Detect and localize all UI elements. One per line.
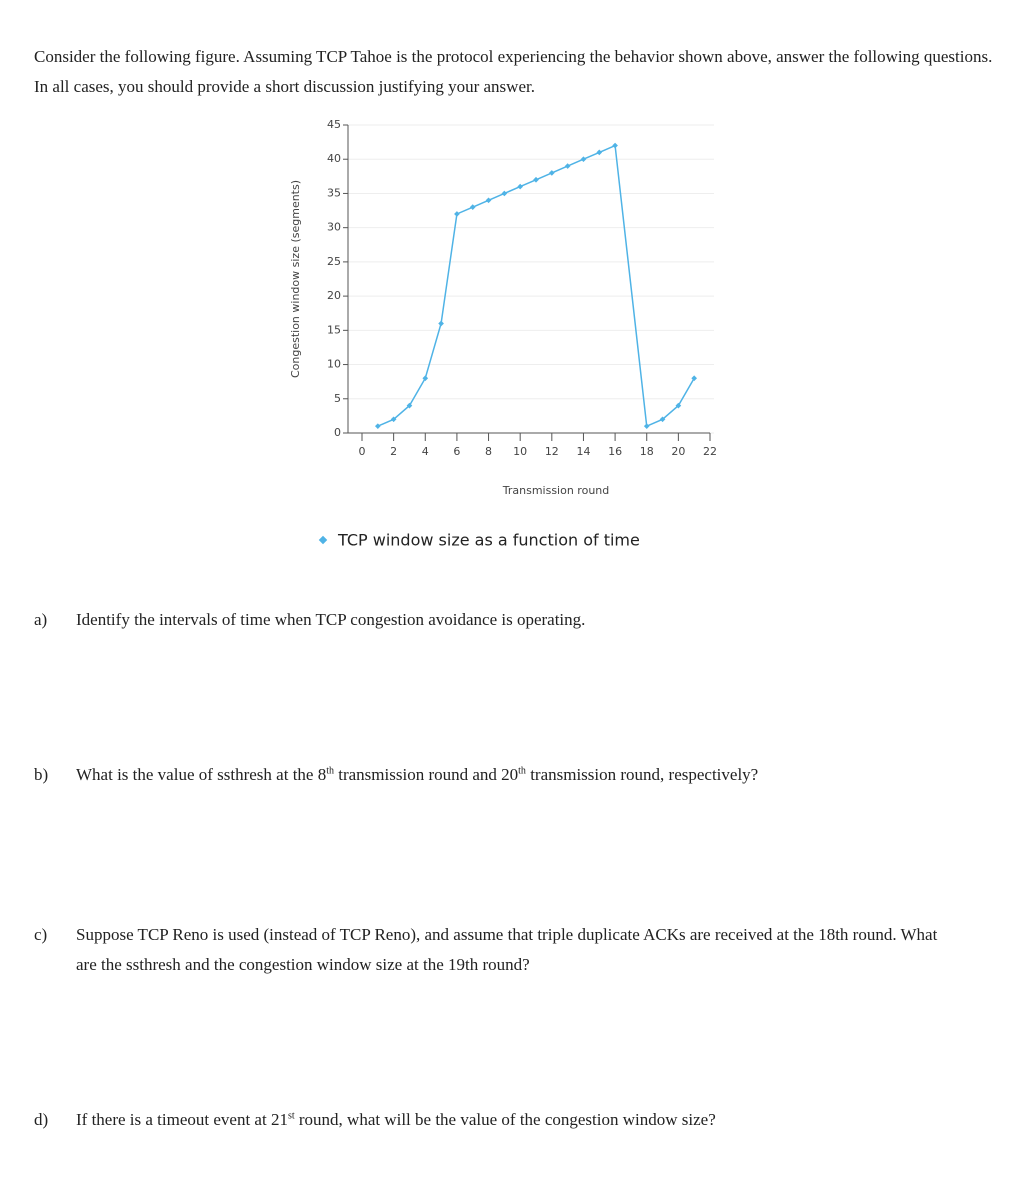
superscript: th	[518, 765, 526, 777]
x-tick-label: 4	[422, 445, 429, 458]
question-text: Suppose TCP Reno is used (instead of TCP…	[76, 920, 954, 980]
text-run: If there is a timeout event at 21	[76, 1110, 288, 1129]
data-point	[596, 149, 603, 156]
data-point	[469, 204, 476, 210]
question: a) Identify the intervals of time when TC…	[34, 605, 954, 635]
question-text: Identify the intervals of time when TCP …	[76, 605, 585, 635]
y-tick-label: 0	[334, 426, 341, 439]
x-tick-label: 6	[453, 445, 460, 458]
text-run: What is the value of ssthresh at the 8	[76, 765, 327, 784]
data-point	[374, 423, 381, 429]
intro: Consider the following figure. Assuming …	[34, 47, 993, 96]
question-text: What is the value of ssthresh at the 8th…	[76, 760, 758, 790]
y-tick-label: 35	[327, 186, 341, 199]
y-tick-label: 20	[327, 289, 341, 302]
chart: 0 5 10 15 20 25 30 35 40 45 0 2 4 6 8 10 12 14 16 18 20 22 Tra…	[289, 118, 717, 550]
data-point	[438, 320, 444, 327]
question-label: d)	[34, 1110, 49, 1129]
data-point	[675, 402, 682, 409]
y-tick-label: 40	[327, 152, 341, 165]
data-point	[406, 402, 413, 409]
data-point	[643, 423, 650, 429]
data-point	[501, 190, 508, 197]
series-line	[377, 144, 695, 428]
data-point	[454, 211, 460, 217]
x-tick-label: 10	[513, 445, 527, 458]
y-axis-label: Congestion window size (segments)	[289, 180, 302, 378]
question-label: b)	[34, 765, 49, 784]
y-tick-label: 30	[327, 221, 341, 234]
x-tick-label: 2	[390, 445, 397, 458]
x-tick-label: 22	[703, 445, 717, 458]
data-point	[422, 375, 429, 382]
x-tick-label: 16	[608, 445, 622, 458]
question-label: a)	[34, 610, 48, 629]
data-point	[548, 170, 555, 176]
data-point	[659, 416, 666, 423]
data-point	[390, 416, 397, 423]
x-tick-label: 8	[485, 445, 492, 458]
text-run: round, what will be the value of the con…	[294, 1110, 716, 1129]
data-point	[691, 375, 698, 382]
text-run: transmission round, respectively?	[525, 765, 759, 784]
y-tick-label: 5	[334, 392, 341, 405]
chart-caption: TCP window size as a function of time	[337, 531, 640, 550]
x-axis-label: Transmission round	[502, 484, 610, 497]
text-run: transmission round and 20	[334, 765, 519, 784]
data-point	[612, 142, 618, 149]
question: d) If there is a timeout event at 21st ro…	[34, 1105, 954, 1135]
superscript: th	[326, 765, 334, 777]
superscript: st	[287, 1110, 295, 1122]
data-point	[517, 183, 524, 190]
data-point	[533, 176, 539, 183]
question: c) Suppose TCP Reno is used (instead of T…	[34, 920, 954, 980]
y-tick-label: 15	[327, 323, 341, 336]
caption-bullet	[318, 535, 328, 545]
y-tick-label: 25	[327, 255, 341, 268]
y-tick-label: 45	[327, 118, 341, 131]
data-point	[564, 163, 571, 169]
data-point	[485, 197, 492, 204]
x-tick-label: 18	[640, 445, 654, 458]
y-tick-label: 10	[327, 358, 341, 371]
x-tick-label: 12	[545, 445, 559, 458]
data-point	[580, 156, 587, 163]
text-run: Identify the intervals of time when TCP …	[76, 610, 586, 629]
x-tick-label: 0	[359, 445, 366, 458]
x-tick-label: 14	[576, 445, 590, 458]
question-text: If there is a timeout event at 21st roun…	[76, 1105, 716, 1135]
question: b) What is the value of ssthresh at the 8…	[34, 760, 954, 790]
text-run: Suppose TCP Reno is used (instead of TCP…	[76, 925, 938, 974]
x-tick-label: 20	[671, 445, 685, 458]
question-label: c)	[34, 925, 48, 944]
